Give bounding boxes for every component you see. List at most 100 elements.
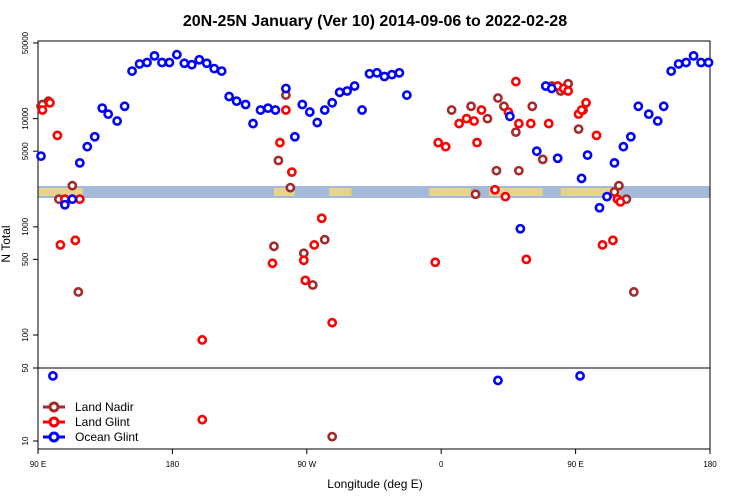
y-tick-label: 100 [21, 328, 30, 342]
land-nadir-point [73, 287, 84, 297]
x-tick-label: 0 [439, 460, 444, 469]
land-nadir-point [307, 280, 318, 290]
ocean-glint-point [688, 50, 699, 61]
ocean-glint-point [387, 69, 397, 80]
ocean-glint-point [82, 141, 93, 152]
ocean-glint-point [575, 371, 585, 381]
land-glint-point [70, 235, 81, 246]
ocean-glint-point [319, 105, 330, 115]
ocean-glint-point [334, 87, 345, 98]
legend-item-ocean-glint: Ocean Glint [43, 430, 139, 444]
data-points [36, 49, 714, 442]
land-nadir-point [446, 105, 457, 115]
land-nadir-point [470, 189, 481, 200]
ocean-glint-point [394, 67, 405, 78]
ocean-glint-point [164, 57, 175, 68]
ocean-glint-point [594, 202, 605, 213]
ocean-glint-point [171, 49, 182, 60]
x-tick-label: 180 [703, 460, 717, 469]
ocean-glint-point [112, 116, 123, 126]
y-tick-label: 50 [21, 363, 30, 372]
land-glint-point [525, 118, 536, 129]
ocean-glint-point [240, 99, 251, 110]
land-nadir-point [493, 93, 503, 103]
plot-frame [37, 40, 711, 450]
land-glint-point [521, 254, 532, 265]
ocean-glint-point [216, 66, 227, 76]
land-glint-point [581, 97, 591, 108]
ocean-glint-point [304, 107, 315, 117]
ocean-glint-point [194, 54, 205, 65]
x-tick-label: 90 E [567, 460, 583, 469]
land-glint-point [440, 141, 451, 152]
land-nadir-point [327, 431, 338, 442]
ocean-glint-point [97, 103, 108, 114]
land-nadir-point [466, 101, 476, 112]
ocean-glint-point [59, 199, 70, 210]
land-nadir-point [269, 241, 279, 252]
land-glint-point [510, 76, 521, 87]
ocean-glint-point [582, 150, 593, 161]
ocean-glint-point [625, 131, 636, 142]
ocean-glint-point [703, 57, 714, 68]
land-nadir-point [513, 165, 524, 176]
ocean-glint-point [401, 90, 412, 100]
ocean-glint-point [103, 109, 114, 120]
y-tick-label: 10000 [21, 107, 30, 130]
ocean-glint-point [48, 371, 58, 381]
land-glint-point [309, 240, 320, 250]
land-glint-point [286, 167, 297, 178]
ocean-glint-point [134, 59, 145, 69]
land-glint-point [476, 105, 487, 115]
land-glint-point [543, 118, 554, 129]
land-glint-point [454, 118, 465, 129]
x-tick-label: 90 W [297, 460, 316, 469]
ocean-glint-point [74, 157, 85, 168]
ocean-glint-point [224, 91, 235, 102]
y-axis-label: N Total [0, 225, 13, 262]
ocean-glint-point [67, 194, 78, 205]
ocean-glint-point [149, 50, 160, 61]
y-tick-label: 1000 [21, 217, 30, 235]
ocean-glint-point [342, 86, 353, 96]
land-glint-point [275, 137, 285, 148]
ocean-glint-point [643, 109, 654, 120]
ocean-glint-point [119, 101, 130, 112]
map-land-region [429, 188, 472, 196]
ocean-glint-point [576, 173, 587, 184]
land-glint-point [461, 113, 472, 124]
ocean-glint-point [179, 58, 190, 69]
legend-item-land-nadir: Land Nadir [43, 400, 134, 414]
ocean-glint-point [658, 101, 669, 112]
land-nadir-point [537, 154, 548, 165]
ocean-glint-point [673, 59, 684, 69]
ocean-glint-point [357, 105, 367, 115]
map-land-region [488, 188, 543, 196]
legend-label-land-nadir: Land Nadir [75, 400, 134, 414]
land-glint-point [74, 194, 85, 205]
land-glint-point [52, 130, 63, 141]
x-axis-label: Longitude (deg E) [327, 477, 422, 491]
y-tick-label: 10 [21, 436, 30, 445]
land-glint-point [267, 258, 278, 269]
y-ticks: 100 500 1000 5000 10000 50000 10 50 [21, 31, 38, 445]
land-glint-point [45, 97, 55, 108]
ocean-glint-point [493, 375, 503, 386]
land-glint-point [563, 86, 574, 96]
land-glint-point [430, 257, 441, 268]
map-land-region [560, 188, 621, 196]
land-nadir-point [491, 165, 502, 176]
ocean-glint-point [127, 66, 137, 76]
land-nadir-point [614, 180, 624, 191]
map-land-region [38, 188, 83, 196]
land-nadir-point [628, 287, 639, 297]
ocean-glint-point [142, 57, 152, 68]
land-glint-point [280, 105, 291, 115]
ocean-glint-point [255, 105, 266, 115]
ocean-glint-point [696, 57, 706, 68]
ocean-glint-point [633, 101, 644, 112]
ocean-glint-point [36, 151, 46, 162]
land-glint-point [597, 240, 608, 250]
ocean-glint-point [609, 157, 620, 168]
land-glint-point [472, 137, 482, 148]
